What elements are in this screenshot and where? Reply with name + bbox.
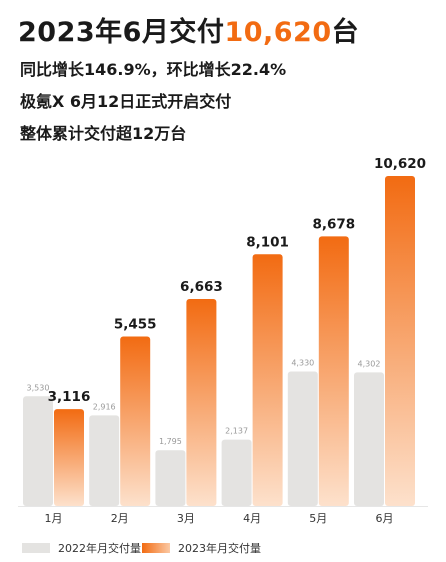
label-2022-3: 1,795 bbox=[159, 437, 182, 446]
title-value: 10,620 bbox=[224, 17, 332, 48]
bar-2023-1 bbox=[54, 409, 84, 506]
page-title: 2023年6月交付10,620台 bbox=[18, 10, 359, 49]
bar-2023-5 bbox=[318, 236, 349, 506]
subtitle-growth: 同比增长146.9%，环比增长22.4% bbox=[20, 60, 287, 79]
label-2023-6: 10,620 bbox=[374, 156, 426, 172]
title-suffix: 台 bbox=[331, 17, 360, 48]
bar-2023-2 bbox=[120, 336, 151, 506]
x-tick-6: 6月 bbox=[376, 512, 394, 525]
bar-2023-4 bbox=[252, 254, 283, 506]
label-2023-3: 6,663 bbox=[180, 279, 223, 295]
subtitle-cumulative: 整体累计交付超12万台 bbox=[20, 124, 187, 143]
bar-2023-6 bbox=[385, 176, 415, 506]
subtitle-delivery: 极氪X 6月12日正式开启交付 bbox=[20, 92, 232, 111]
label-2022-4: 2,137 bbox=[225, 427, 248, 436]
label-2023-4: 8,101 bbox=[246, 234, 289, 250]
bar-2022-1 bbox=[23, 396, 53, 506]
legend-label-2022: 2022年月交付量 bbox=[58, 542, 141, 555]
label-2023-5: 8,678 bbox=[312, 216, 355, 232]
label-2022-1: 3,530 bbox=[27, 383, 50, 392]
label-2023-2: 5,455 bbox=[114, 316, 157, 332]
legend-2023: 2023年月交付量 bbox=[142, 540, 261, 556]
bar-2022-2 bbox=[89, 415, 120, 506]
bar-2023-3 bbox=[186, 298, 217, 506]
label-2023-1: 3,116 bbox=[48, 389, 91, 405]
legend-label-2023: 2023年月交付量 bbox=[178, 542, 261, 555]
bar-2022-5 bbox=[287, 371, 318, 506]
legend-swatch-2023 bbox=[142, 543, 170, 553]
x-tick-4: 4月 bbox=[243, 512, 261, 525]
x-tick-2: 2月 bbox=[111, 512, 129, 525]
x-tick-5: 5月 bbox=[309, 512, 327, 525]
x-tick-3: 3月 bbox=[177, 512, 195, 525]
legend-2022: 2022年月交付量 bbox=[22, 540, 141, 556]
label-2022-2: 2,916 bbox=[93, 402, 116, 411]
label-2022-5: 4,330 bbox=[291, 358, 314, 367]
bar-2022-6 bbox=[354, 372, 384, 506]
title-prefix: 2023年6月交付 bbox=[18, 17, 225, 48]
label-2022-6: 4,302 bbox=[358, 359, 381, 368]
legend-swatch-2022 bbox=[22, 543, 50, 553]
x-tick-1: 1月 bbox=[45, 512, 63, 525]
bar-2022-3 bbox=[155, 450, 186, 506]
bar-2022-4 bbox=[221, 439, 252, 506]
